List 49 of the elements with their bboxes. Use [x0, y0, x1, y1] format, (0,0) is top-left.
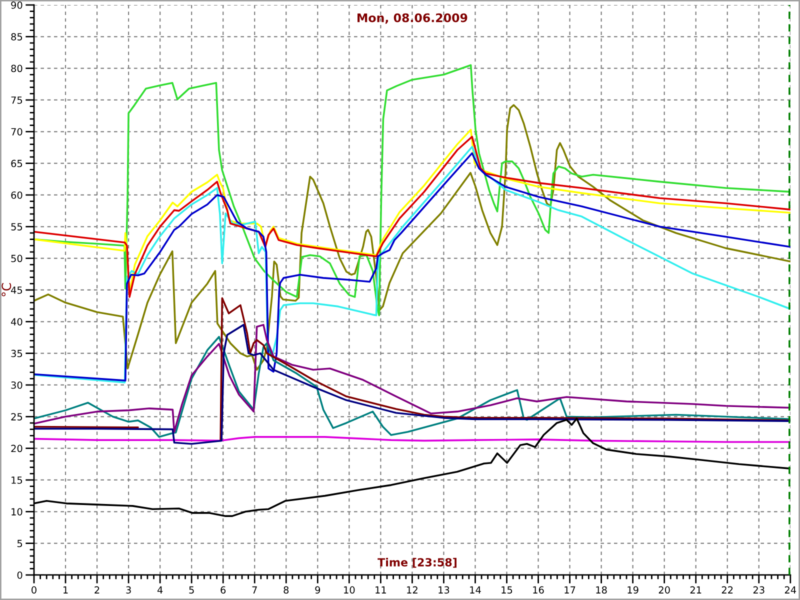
y-tick-label: 20	[11, 444, 22, 452]
x-tick-label: 23	[753, 586, 764, 594]
y-tick-label: 60	[11, 191, 22, 199]
x-tick-label: 21	[690, 586, 702, 594]
x-tick-label: 9	[315, 586, 320, 594]
x-tick-label: 3	[126, 586, 131, 594]
y-tick-label: 55	[11, 223, 22, 230]
y-tick-label: 10	[12, 508, 22, 516]
x-tick-label: 17	[564, 586, 576, 594]
y-tick-label: 70	[11, 128, 22, 136]
y-tick-label: 35	[11, 350, 22, 358]
y-tick-label: 15	[12, 476, 22, 484]
x-tick-label: 18	[596, 586, 607, 594]
y-tick-label: 65	[11, 160, 22, 168]
x-tick-label: 14	[470, 586, 481, 594]
y-tick-label: 5	[17, 540, 22, 548]
x-tick-label: 0	[32, 586, 36, 594]
x-tick-label: 22	[722, 586, 733, 594]
y-tick-label: 85	[11, 33, 22, 40]
y-tick-label: 40	[10, 318, 22, 326]
line-series	[34, 104, 790, 371]
x-tick-label: 7	[252, 586, 257, 594]
y-tick-label: 50	[11, 254, 22, 262]
x-tick-label: 1	[63, 586, 68, 594]
x-tick-label: 16	[533, 586, 544, 594]
x-tick-label: 19	[628, 586, 638, 594]
text: Mon, 08.06.2009	[358, 13, 468, 24]
x-tick-label: 8	[284, 586, 289, 594]
x-tick-label: 2	[94, 586, 100, 594]
y-tick-label: 75	[11, 96, 22, 104]
y-tick-label: 30	[11, 381, 22, 389]
x-tick-label: 11	[376, 586, 386, 594]
y-tick-label: 25	[11, 413, 22, 420]
y-axis-title: °C	[2, 283, 12, 296]
x-tick-label: 20	[658, 586, 670, 594]
x-tick-label: 4	[157, 586, 163, 594]
x-tick-label: 15	[502, 586, 512, 594]
y-tick-label: 80	[11, 64, 22, 72]
x-tick-label: 6	[220, 586, 226, 594]
x-tick-label: 12	[407, 586, 418, 594]
x-tick-label: 10	[344, 586, 355, 594]
x-tick-label: 5	[189, 586, 194, 594]
y-tick-label: 45	[10, 286, 22, 294]
y-tick-label: 90	[11, 1, 22, 9]
x-tick-label: 24	[784, 586, 796, 594]
line-series	[34, 64, 790, 316]
x-axis-title: Time [23:58]	[378, 558, 456, 568]
y-tick-label: 0	[17, 571, 22, 579]
x-tick-label: 13	[438, 586, 450, 594]
